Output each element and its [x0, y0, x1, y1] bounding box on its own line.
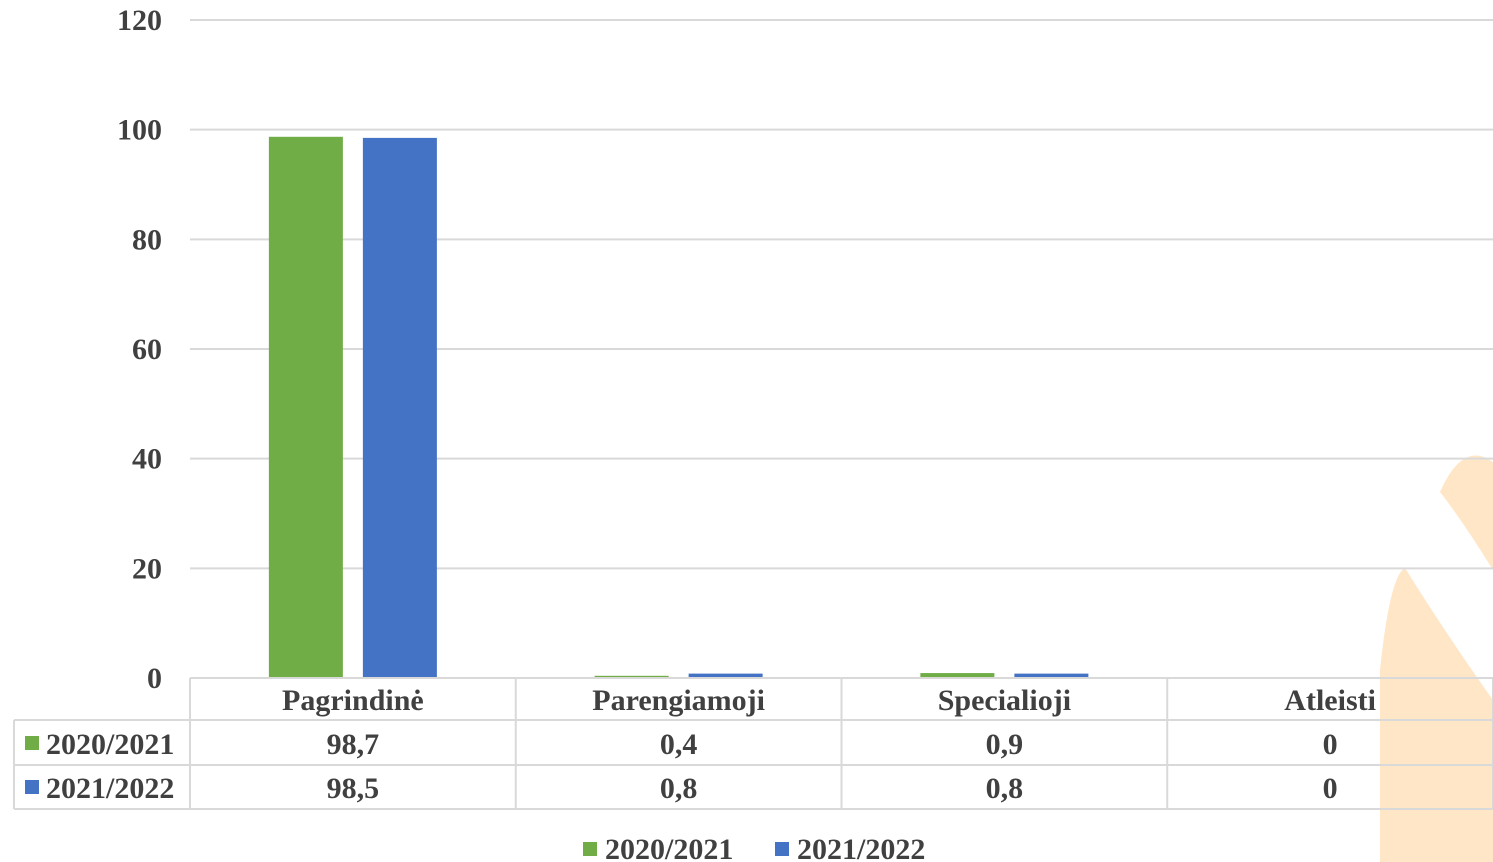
table-legend-key [25, 780, 39, 794]
category-label: Atleisti [1284, 684, 1376, 717]
y-tick-label: 0 [147, 662, 162, 695]
data-label: 0,8 [660, 772, 698, 805]
watermark-arc-inner [1380, 568, 1493, 862]
legend-label: 2021/2022 [797, 833, 925, 862]
data-label: 0 [1323, 728, 1338, 761]
legend-label: 2020/2021 [605, 833, 733, 862]
legend-swatch [775, 842, 789, 856]
y-tick-label: 20 [132, 552, 162, 585]
bar [1014, 673, 1089, 678]
bar [594, 675, 669, 678]
bar [362, 137, 437, 678]
data-label: 98,5 [327, 772, 380, 805]
category-label: Parengiamoji [592, 684, 765, 717]
y-tick-label: 120 [117, 4, 162, 37]
watermark-arc-outer [1440, 455, 1493, 570]
y-tick-label: 40 [132, 443, 162, 476]
data-table: Pagrindinė Parengiamoji Specialioji Atleist… [13, 677, 1493, 810]
y-axis-tick-labels: 0 20 40 60 80 100 120 [117, 4, 162, 695]
table-legend-key [25, 736, 39, 750]
table-series-label: 2021/2022 [46, 772, 174, 805]
legend-swatch [583, 842, 597, 856]
y-tick-label: 60 [132, 333, 162, 366]
category-label: Pagrindinė [282, 684, 424, 717]
bar [268, 136, 343, 679]
data-label: 0,9 [986, 728, 1024, 761]
data-label: 0 [1323, 772, 1338, 805]
legend: 2020/2021 2021/2022 [583, 833, 925, 862]
bar [688, 673, 763, 678]
data-label: 0,8 [986, 772, 1024, 805]
y-tick-label: 80 [132, 223, 162, 256]
data-label: 0,4 [660, 728, 698, 761]
bar [920, 673, 995, 678]
data-label: 98,7 [327, 728, 380, 761]
background-watermark [1380, 455, 1493, 862]
category-label: Specialioji [938, 684, 1071, 717]
table-series-label: 2020/2021 [46, 728, 174, 761]
y-tick-label: 100 [117, 114, 162, 147]
bars [268, 136, 1089, 679]
